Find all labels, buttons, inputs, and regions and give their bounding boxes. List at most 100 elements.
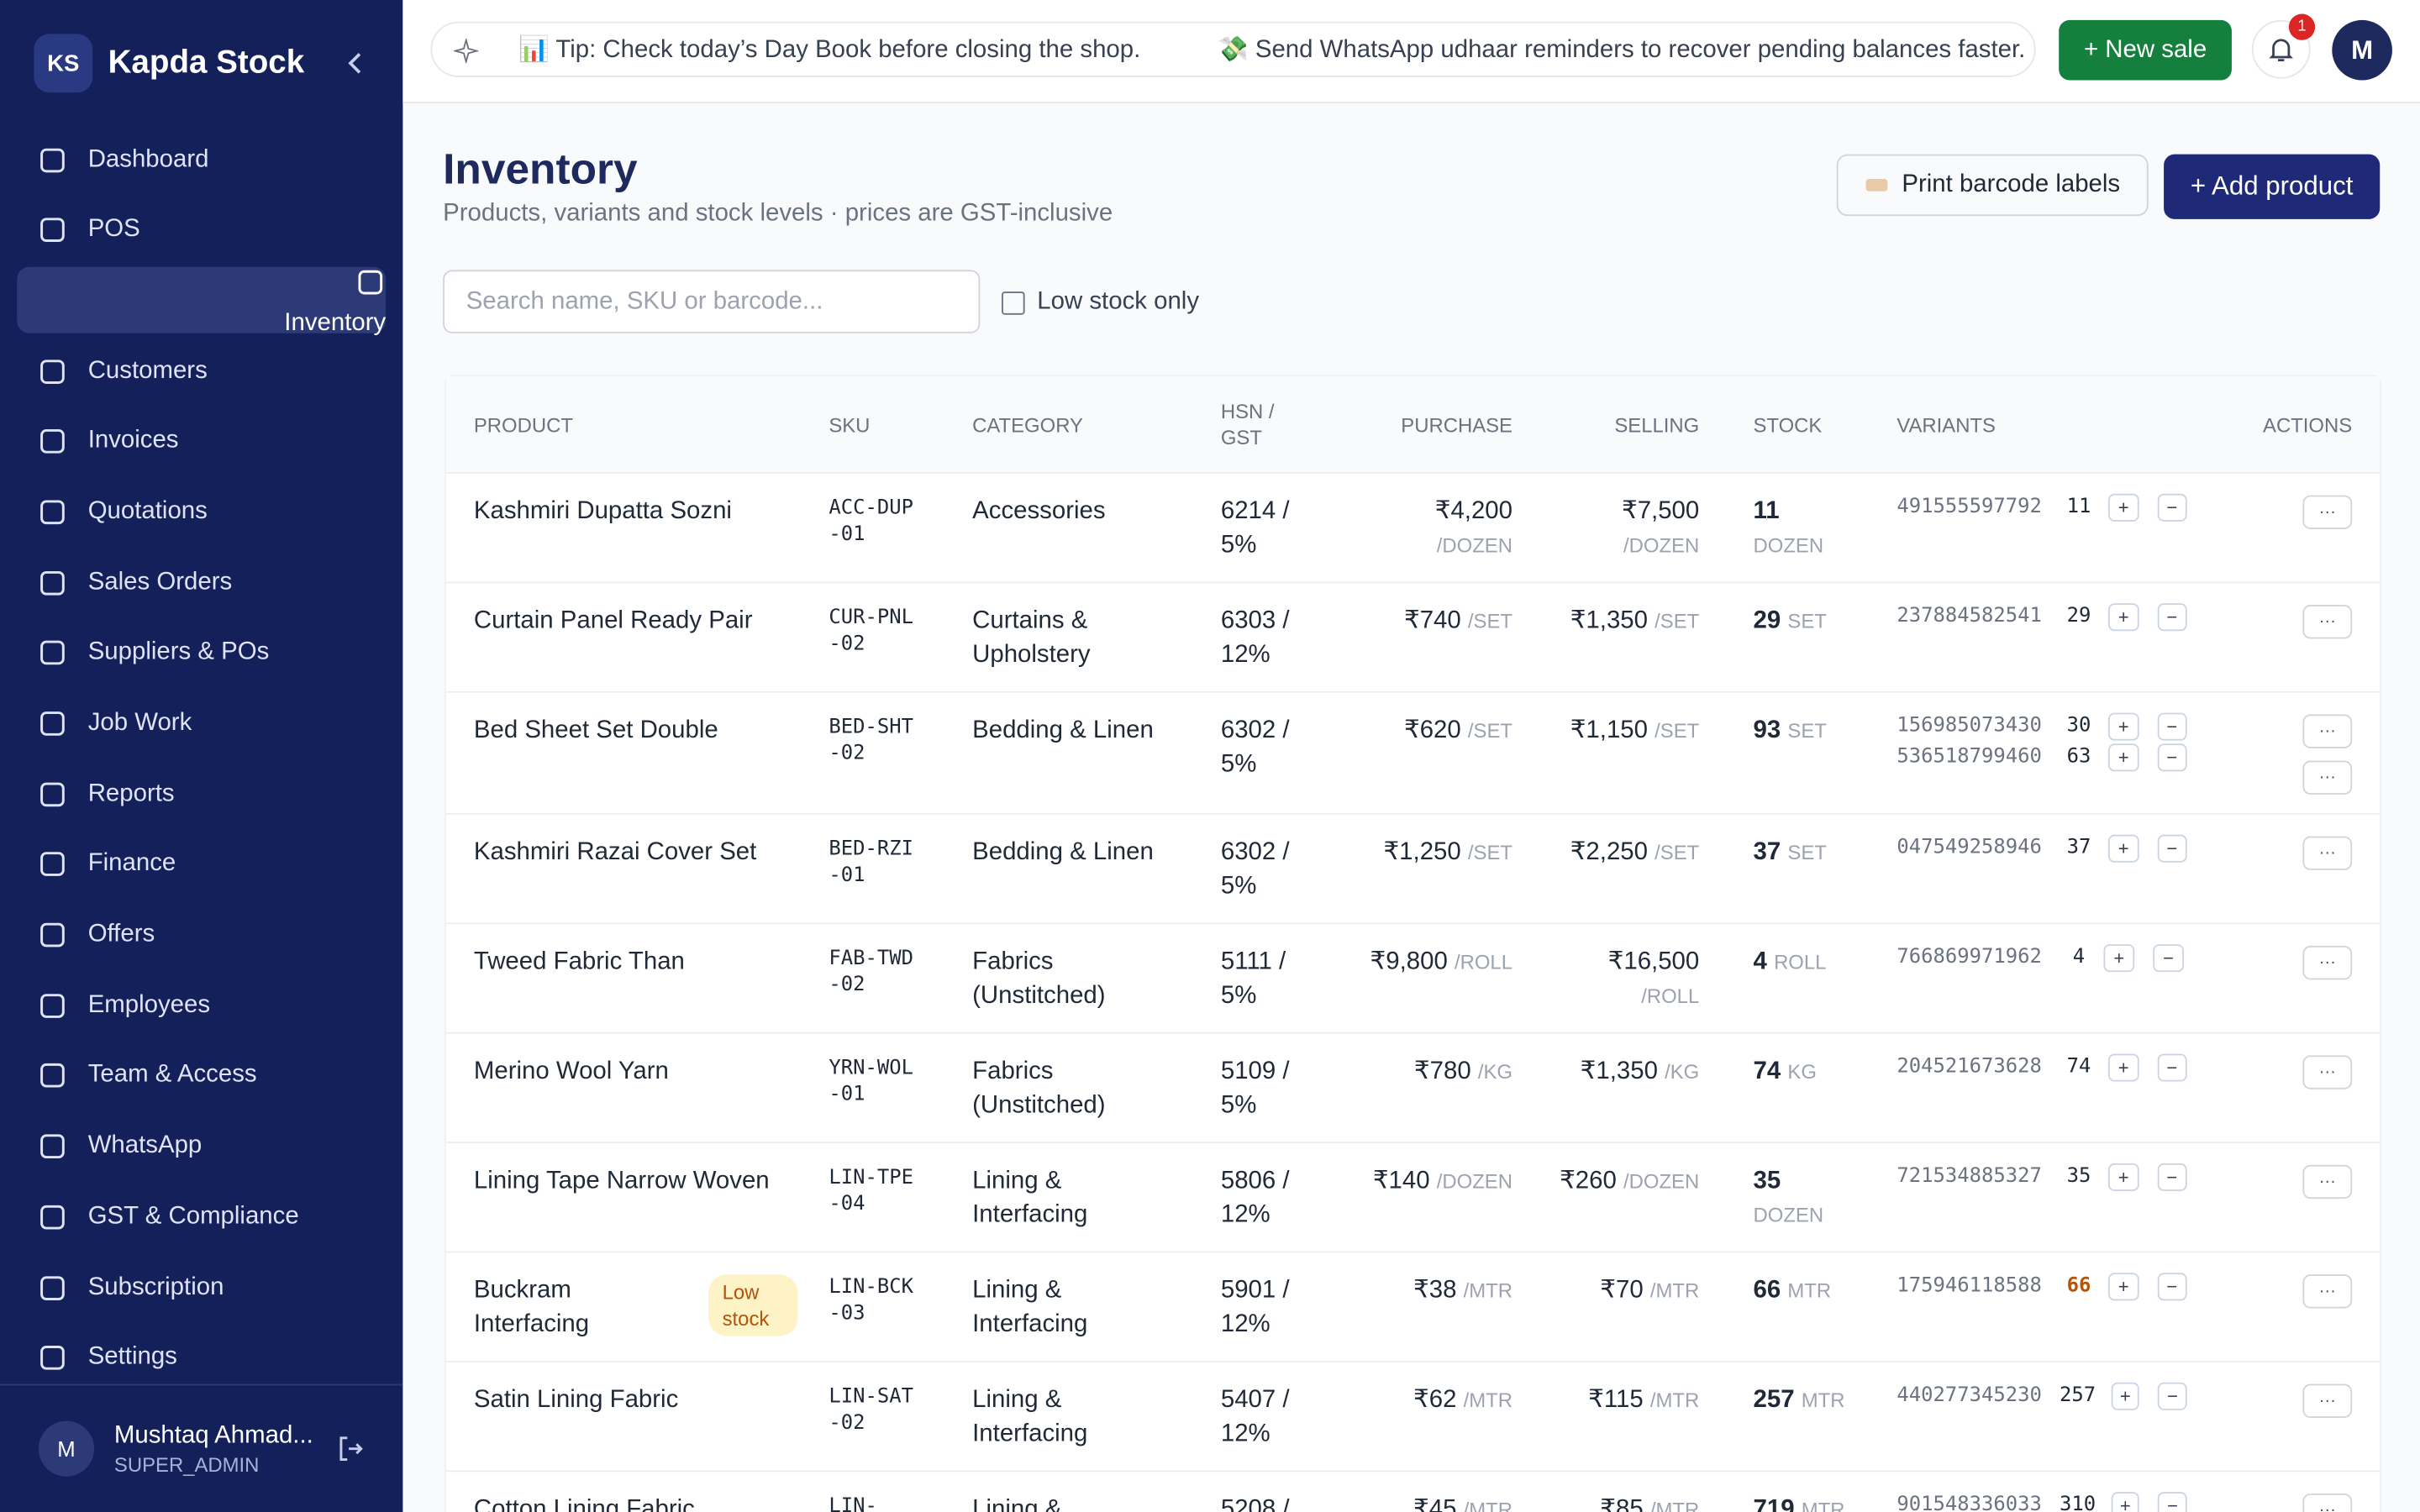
- decrement-button[interactable]: −: [2157, 1273, 2187, 1301]
- nav-item[interactable]: Invoices: [17, 408, 386, 475]
- notifications-button[interactable]: [2251, 19, 2311, 79]
- sparkle-icon: [454, 38, 479, 64]
- nav-item[interactable]: GST & Compliance: [17, 1184, 386, 1250]
- increment-button[interactable]: +: [2103, 944, 2135, 973]
- search-input[interactable]: Search name, SKU or barcode...: [443, 270, 981, 333]
- actions-button[interactable]: ···: [2302, 836, 2353, 870]
- selling-unit: /MTR: [1649, 1498, 1700, 1512]
- increment-button[interactable]: +: [2108, 712, 2139, 741]
- nav-item[interactable]: Team & Access: [17, 1043, 386, 1110]
- actions-button[interactable]: ···: [2302, 1055, 2353, 1089]
- actions-button[interactable]: ···: [2302, 1274, 2353, 1309]
- product-name: Bed Sheet Set Double: [473, 717, 718, 744]
- brand: KS Kapda Stock: [34, 34, 376, 93]
- variant: 156985073430 30 + −: [1897, 708, 2205, 745]
- print-labels-button[interactable]: Print barcode labels: [1836, 154, 2149, 217]
- decrement-button[interactable]: −: [2157, 493, 2187, 522]
- actions-button[interactable]: ···: [2302, 1383, 2353, 1418]
- checkbox[interactable]: [1002, 291, 1025, 314]
- decrement-button[interactable]: −: [2157, 1163, 2187, 1191]
- actions-button[interactable]: ···: [2302, 495, 2353, 530]
- sku: LIN-TPE-04: [829, 1166, 913, 1216]
- selling-price: ₹7,500: [1622, 498, 1700, 525]
- purchase-unit: /DOZEN: [1436, 533, 1513, 558]
- nav-item[interactable]: Customers: [17, 338, 386, 404]
- nav-item[interactable]: Job Work: [17, 690, 386, 757]
- nav-item[interactable]: Offers: [17, 902, 386, 969]
- increment-button[interactable]: +: [2108, 603, 2139, 632]
- nav-item[interactable]: Finance: [17, 832, 386, 898]
- stock-cell: 74 KG: [1699, 1055, 1897, 1123]
- decrement-button[interactable]: −: [2158, 1382, 2187, 1410]
- increment-button[interactable]: +: [2108, 1163, 2139, 1191]
- actions-button[interactable]: ···: [2302, 605, 2353, 639]
- low-stock-badge: Low stock: [708, 1274, 798, 1336]
- increment-button[interactable]: +: [2111, 1492, 2140, 1512]
- hsn-gst: 6214 / 5%: [1220, 498, 1290, 559]
- icon-shape: [40, 570, 65, 595]
- decrement-button[interactable]: −: [2157, 834, 2187, 863]
- new-sale-button[interactable]: + New sale: [2059, 19, 2232, 81]
- purchase-unit: /KG: [1477, 1059, 1513, 1084]
- increment-button[interactable]: +: [2108, 493, 2139, 522]
- nav-item[interactable]: WhatsApp: [17, 1113, 386, 1179]
- variant: 204521673628 74 + −: [1897, 1049, 2205, 1086]
- nav-item[interactable]: Sales Orders: [17, 549, 386, 616]
- nav-item[interactable]: Quotations: [17, 479, 386, 545]
- actions-cell: ···: [2206, 1164, 2353, 1233]
- nav-item[interactable]: Subscription: [17, 1254, 386, 1320]
- variant-barcode: 536518799460: [1897, 745, 2042, 769]
- decrement-button[interactable]: −: [2158, 1492, 2187, 1512]
- nav-item[interactable]: Employees: [17, 973, 386, 1039]
- stock-unit: DOZEN: [1753, 1203, 1824, 1227]
- actions-button[interactable]: ···: [2302, 945, 2353, 980]
- category: Fabrics (Unstitched): [972, 948, 1106, 1010]
- decrement-button[interactable]: −: [2157, 1053, 2187, 1082]
- nav-label: Team & Access: [87, 1062, 257, 1089]
- decrement-button[interactable]: −: [2153, 944, 2184, 973]
- nav-item[interactable]: Reports: [17, 761, 386, 827]
- actions-button[interactable]: ···: [2302, 714, 2353, 748]
- hsn-gst: 5901 / 12%: [1220, 1277, 1290, 1338]
- stock: 35 DOZEN: [1754, 1165, 1855, 1233]
- collapse-icon[interactable]: [339, 45, 376, 81]
- actions-cell: ···: [2206, 945, 2353, 1014]
- nav-item[interactable]: POS: [17, 197, 386, 264]
- add-product-button[interactable]: + Add product: [2164, 154, 2381, 219]
- purchase-price: ₹740: [1403, 607, 1461, 634]
- nav-icon: [40, 1275, 65, 1300]
- actions-button[interactable]: ···: [2302, 760, 2353, 795]
- increment-button[interactable]: +: [2108, 1053, 2139, 1082]
- variants-cell: 047549258946 37 + −: [1897, 834, 2205, 905]
- decrement-button[interactable]: −: [2157, 743, 2187, 772]
- variant-qty: 35: [2066, 1164, 2091, 1189]
- nav-item[interactable]: Suppliers & POs: [17, 620, 386, 686]
- decrement-button[interactable]: −: [2157, 603, 2187, 632]
- nav-label: Dashboard: [87, 145, 209, 172]
- stock-unit: ROLL: [1774, 950, 1827, 974]
- increment-button[interactable]: +: [2111, 1382, 2140, 1410]
- hsn-gst: 5208 /: [1220, 1496, 1290, 1512]
- icon-shape: [40, 1063, 65, 1089]
- account-avatar[interactable]: M: [2332, 19, 2392, 81]
- table-row: Satin Lining Fabric LIN-SAT-02 Lining & In…: [445, 1362, 2381, 1473]
- category-cell: Lining &: [972, 1494, 1221, 1512]
- nav-item[interactable]: Settings: [17, 1325, 386, 1391]
- actions-button[interactable]: ···: [2302, 1164, 2353, 1200]
- stock-unit: MTR: [1801, 1389, 1845, 1412]
- table-row: Curtain Panel Ready Pair CUR-PNL-02 Curtai…: [445, 583, 2381, 693]
- hsn-gst: 5407 / 12%: [1220, 1387, 1290, 1447]
- logout-icon[interactable]: [335, 1433, 366, 1464]
- increment-button[interactable]: +: [2108, 743, 2139, 772]
- increment-button[interactable]: +: [2108, 1273, 2139, 1301]
- nav-item[interactable]: Dashboard: [17, 127, 386, 193]
- low-stock-filter[interactable]: Low stock only: [1002, 288, 1199, 316]
- product-cell: Kashmiri Dupatta Sozni: [474, 496, 829, 564]
- nav-item[interactable]: Inventory: [17, 267, 387, 337]
- sku: BED-SHT-02: [829, 716, 913, 766]
- variant-qty: 74: [2066, 1055, 2091, 1079]
- increment-button[interactable]: +: [2108, 834, 2139, 863]
- actions-button[interactable]: ···: [2302, 1493, 2353, 1512]
- decrement-button[interactable]: −: [2157, 712, 2187, 741]
- nav: Dashboard POS Inventory Customers Invoices Qu…: [17, 127, 387, 1395]
